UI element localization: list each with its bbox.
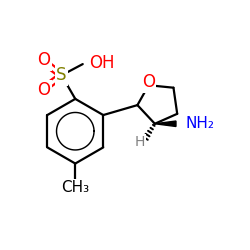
Text: CH₃: CH₃ (61, 180, 89, 195)
Text: O: O (142, 73, 155, 91)
Text: S: S (56, 66, 67, 84)
Text: NH₂: NH₂ (186, 116, 214, 131)
Text: OH: OH (89, 54, 114, 72)
Polygon shape (155, 121, 176, 126)
Text: O: O (37, 51, 50, 69)
Text: O: O (37, 81, 50, 99)
Text: H: H (135, 136, 145, 149)
